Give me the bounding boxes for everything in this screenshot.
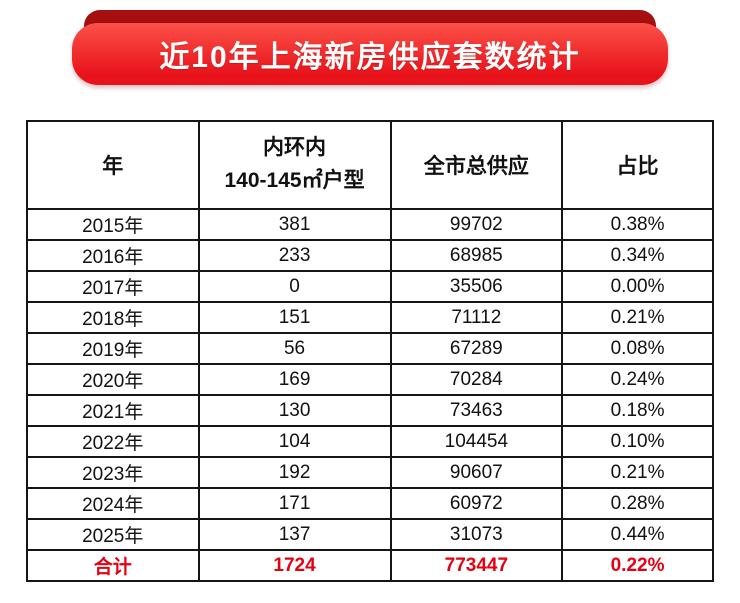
inner-supply-cell: 169	[197, 363, 392, 396]
table-row: 2018年 151 71112 0.21%	[26, 301, 714, 334]
inner-supply-cell: 130	[197, 394, 392, 427]
share-cell: 0.18%	[561, 394, 714, 427]
city-total-cell: 773447	[389, 549, 564, 582]
inner-supply-cell: 56	[197, 332, 392, 365]
year-cell: 2020年	[26, 363, 200, 396]
share-cell: 0.21%	[561, 301, 714, 334]
table-body: 2015年 381 99702 0.38% 2016年 233 68985 0.34% 2017…	[26, 208, 714, 582]
inner-supply-cell: 1724	[197, 549, 392, 582]
table-row: 2022年 104 104454 0.10%	[26, 425, 714, 458]
year-cell: 2018年	[26, 301, 200, 334]
share-cell: 0.00%	[561, 270, 714, 303]
inner-supply-cell: 151	[197, 301, 392, 334]
share-cell: 0.21%	[561, 456, 714, 489]
year-cell: 2021年	[26, 394, 200, 427]
city-total-cell: 35506	[389, 270, 564, 303]
ribbon-front-shape: 近10年上海新房供应套数统计	[72, 23, 668, 85]
page-title: 近10年上海新房供应套数统计	[159, 41, 581, 74]
city-total-cell: 90607	[389, 456, 564, 489]
inner-supply-cell: 233	[197, 239, 392, 272]
title-banner: 近10年上海新房供应套数统计	[72, 10, 668, 96]
header-row: 年 内环内 140-145㎡户型 全市总供应 占比	[26, 120, 714, 210]
year-cell: 2023年	[26, 456, 200, 489]
inner-supply-cell: 0	[197, 270, 392, 303]
share-cell: 0.28%	[561, 487, 714, 520]
table-row: 2023年 192 90607 0.21%	[26, 456, 714, 489]
table-row: 2021年 130 73463 0.18%	[26, 394, 714, 427]
col-header-inner-line1: 内环内	[263, 136, 327, 160]
city-total-cell: 104454	[389, 425, 564, 458]
table-row: 2025年 137 31073 0.44%	[26, 518, 714, 551]
share-cell: 0.22%	[561, 549, 714, 582]
share-cell: 0.38%	[561, 208, 714, 241]
col-header-year: 年	[26, 120, 200, 210]
share-cell: 0.10%	[561, 425, 714, 458]
inner-supply-cell: 104	[197, 425, 392, 458]
col-header-inner-line2: 140-145㎡户型	[224, 169, 365, 192]
year-cell: 2019年	[26, 332, 200, 365]
inner-supply-cell: 381	[197, 208, 392, 241]
city-total-cell: 99702	[389, 208, 564, 241]
table-row: 2019年 56 67289 0.08%	[26, 332, 714, 365]
city-total-cell: 31073	[389, 518, 564, 551]
year-cell: 2025年	[26, 518, 200, 551]
col-header-city-total: 全市总供应	[389, 120, 564, 210]
year-cell: 合计	[26, 549, 200, 582]
col-header-inner-ring: 内环内 140-145㎡户型	[197, 120, 392, 210]
share-cell: 0.44%	[561, 518, 714, 551]
total-row: 合计 1724 773447 0.22%	[26, 549, 714, 582]
col-header-share: 占比	[561, 120, 714, 210]
share-cell: 0.34%	[561, 239, 714, 272]
city-total-cell: 71112	[389, 301, 564, 334]
table-row: 2020年 169 70284 0.24%	[26, 363, 714, 396]
inner-supply-cell: 171	[197, 487, 392, 520]
share-cell: 0.24%	[561, 363, 714, 396]
city-total-cell: 70284	[389, 363, 564, 396]
city-total-cell: 67289	[389, 332, 564, 365]
year-cell: 2017年	[26, 270, 200, 303]
table-row: 2016年 233 68985 0.34%	[26, 239, 714, 272]
year-cell: 2022年	[26, 425, 200, 458]
year-cell: 2016年	[26, 239, 200, 272]
city-total-cell: 60972	[389, 487, 564, 520]
year-cell: 2024年	[26, 487, 200, 520]
inner-supply-cell: 192	[197, 456, 392, 489]
inner-supply-cell: 137	[197, 518, 392, 551]
supply-statistics-table: 年 内环内 140-145㎡户型 全市总供应 占比 2015年 381 99702 0…	[26, 120, 714, 582]
share-cell: 0.08%	[561, 332, 714, 365]
table-row: 2015年 381 99702 0.38%	[26, 208, 714, 241]
year-cell: 2015年	[26, 208, 200, 241]
city-total-cell: 68985	[389, 239, 564, 272]
table-row: 2024年 171 60972 0.28%	[26, 487, 714, 520]
city-total-cell: 73463	[389, 394, 564, 427]
table-row: 2017年 0 35506 0.00%	[26, 270, 714, 303]
